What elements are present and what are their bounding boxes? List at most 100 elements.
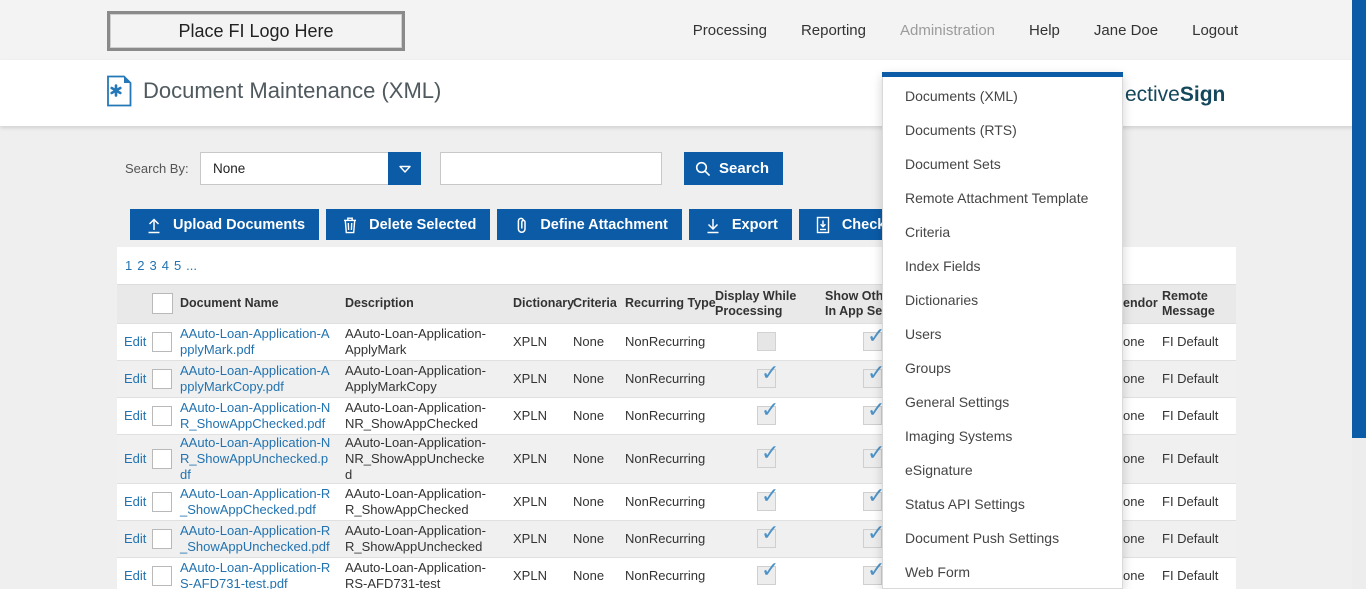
pagination: 1 2 3 4 5... — [117, 247, 1236, 285]
edit-link[interactable]: Edit — [124, 531, 147, 546]
description-cell: AAuto-Loan-Application-ApplyMarkCopy — [345, 359, 505, 397]
document-name-link[interactable]: AAuto-Loan-Application-R_ShowAppChecked.… — [180, 485, 331, 517]
description-cell: AAuto-Loan-Application-NR_ShowAppUncheck… — [345, 433, 505, 483]
row-checkbox[interactable] — [152, 405, 172, 426]
trash-icon — [340, 215, 360, 235]
download-icon — [703, 215, 723, 235]
show-other-checkbox[interactable] — [863, 326, 885, 351]
pagination-link[interactable]: 5 — [173, 258, 182, 273]
show-other-checkbox[interactable] — [863, 443, 885, 468]
upload-documents-button[interactable]: Upload Documents — [130, 209, 320, 240]
row-checkbox[interactable] — [152, 368, 172, 389]
chevron-down-icon[interactable] — [388, 152, 421, 185]
remote-message-cell: FI Default — [1158, 433, 1236, 483]
show-other-checkbox[interactable] — [863, 560, 885, 585]
pagination-link[interactable]: ... — [186, 258, 198, 273]
menu-item-web-form[interactable]: Web Form — [905, 564, 971, 580]
document-name-link[interactable]: AAuto-Loan-Application-RS-AFD731-test.pd… — [180, 559, 331, 589]
delete-selected-button[interactable]: Delete Selected — [326, 209, 491, 240]
upload-icon — [144, 215, 164, 235]
recurring-type-cell: NonRecurring — [620, 322, 710, 360]
display-while-processing-checkbox[interactable] — [757, 443, 779, 468]
document-name-link[interactable]: AAuto-Loan-Application-R_ShowAppUnchecke… — [180, 522, 331, 554]
menu-item-groups[interactable]: Groups — [905, 360, 951, 376]
description-cell: AAuto-Loan-Application-R_ShowAppChecked — [345, 482, 505, 520]
menu-item-document-sets[interactable]: Document Sets — [905, 156, 1001, 172]
define-attachment-button[interactable]: Define Attachment — [497, 209, 682, 240]
criteria-cell: None — [565, 556, 620, 589]
menu-item-status-api-settings[interactable]: Status API Settings — [905, 496, 1025, 512]
nav-item-logout[interactable]: Logout — [1192, 21, 1238, 39]
display-while-processing-checkbox[interactable] — [757, 486, 779, 511]
menu-item-dictionaries[interactable]: Dictionaries — [905, 292, 979, 308]
show-other-checkbox[interactable] — [863, 363, 885, 388]
show-other-checkbox[interactable] — [863, 400, 885, 425]
col-document-name: Document Name — [180, 285, 345, 323]
display-while-processing-checkbox[interactable] — [757, 363, 779, 388]
menu-item-criteria[interactable]: Criteria — [905, 224, 951, 240]
nav-item-jane-doe[interactable]: Jane Doe — [1093, 21, 1159, 39]
document-xml-icon — [105, 75, 133, 107]
description-cell: AAuto-Loan-Application-R_ShowAppUnchecke… — [345, 519, 505, 557]
description-cell: AAuto-Loan-Application-NR_ShowAppChecked — [345, 396, 505, 434]
menu-item-index-fields[interactable]: Index Fields — [905, 258, 981, 274]
display-while-processing-checkbox[interactable] — [757, 523, 779, 548]
col-description: Description — [345, 285, 505, 323]
pagination-link[interactable]: 3 — [149, 258, 157, 273]
table-row: Edit AAuto-Loan-Application-R_ShowAppChe… — [117, 482, 1236, 520]
row-checkbox[interactable] — [152, 491, 172, 512]
pagination-link[interactable]: 2 — [137, 258, 145, 273]
export-button[interactable]: Export — [688, 209, 792, 240]
dictionary-cell: XPLN — [505, 482, 565, 520]
remote-message-cell: FI Default — [1158, 396, 1236, 434]
menu-item-esignature[interactable]: eSignature — [905, 462, 973, 478]
search-by-label: Search By: — [125, 161, 189, 176]
nav-item-help[interactable]: Help — [1029, 21, 1060, 39]
row-checkbox[interactable] — [152, 565, 172, 586]
menu-item-imaging-systems[interactable]: Imaging Systems — [905, 428, 1013, 444]
pagination-link[interactable]: 4 — [161, 258, 169, 273]
show-other-checkbox[interactable] — [863, 523, 885, 548]
edit-link[interactable]: Edit — [124, 494, 147, 509]
show-other-checkbox[interactable] — [863, 486, 885, 511]
pagination-link[interactable]: 1 — [125, 258, 133, 273]
scrollbar-track[interactable] — [1352, 0, 1366, 589]
menu-item-remote-attachment-template[interactable]: Remote Attachment Template — [905, 190, 1089, 206]
search-input[interactable] — [440, 152, 662, 185]
display-while-processing-checkbox[interactable] — [757, 560, 779, 585]
criteria-cell: None — [565, 482, 620, 520]
row-checkbox[interactable] — [152, 331, 172, 352]
document-name-link[interactable]: AAuto-Loan-Application-NR_ShowAppChecked… — [180, 399, 331, 431]
display-while-processing-checkbox[interactable] — [757, 332, 776, 351]
nav-item-processing[interactable]: Processing — [692, 21, 767, 39]
document-name-link[interactable]: AAuto-Loan-Application-ApplyMarkCopy.pdf — [180, 362, 330, 394]
select-all-checkbox[interactable] — [152, 293, 173, 315]
row-checkbox[interactable] — [152, 528, 172, 549]
document-name-link[interactable]: AAuto-Loan-Application-ApplyMark.pdf — [180, 325, 330, 357]
document-name-link[interactable]: AAuto-Loan-Application-NR_ShowAppUncheck… — [180, 434, 331, 482]
menu-item-document-push-settings[interactable]: Document Push Settings — [905, 530, 1060, 546]
nav-item-reporting[interactable]: Reporting — [800, 21, 866, 39]
display-while-processing-checkbox[interactable] — [757, 400, 779, 425]
administration-dropdown-menu: Documents (XML) Documents (RTS) Document S… — [882, 72, 1123, 589]
edit-link[interactable]: Edit — [124, 568, 147, 583]
recurring-type-cell: NonRecurring — [620, 519, 710, 557]
edit-link[interactable]: Edit — [124, 408, 147, 423]
row-checkbox[interactable] — [152, 448, 172, 469]
criteria-cell: None — [565, 396, 620, 434]
scrollbar-thumb[interactable] — [1352, 0, 1366, 438]
search-by-select[interactable]: None — [200, 152, 421, 185]
remote-message-cell: FI Default — [1158, 359, 1236, 397]
nav-item-administration[interactable]: Administration — [899, 21, 996, 39]
upload-documents-label: Upload Documents — [173, 216, 306, 233]
menu-item-general-settings[interactable]: General Settings — [905, 394, 1010, 410]
menu-item-users[interactable]: Users — [905, 326, 942, 342]
search-button-label: Search — [719, 160, 770, 177]
edit-link[interactable]: Edit — [124, 334, 147, 349]
edit-link[interactable]: Edit — [124, 451, 147, 466]
search-button[interactable]: Search — [684, 152, 784, 185]
toolbar: Upload Documents Delete Selected Define … — [130, 209, 929, 240]
menu-item-documents-rts-[interactable]: Documents (RTS) — [905, 122, 1017, 138]
menu-item-documents-xml-[interactable]: Documents (XML) — [905, 88, 1018, 104]
edit-link[interactable]: Edit — [124, 371, 147, 386]
